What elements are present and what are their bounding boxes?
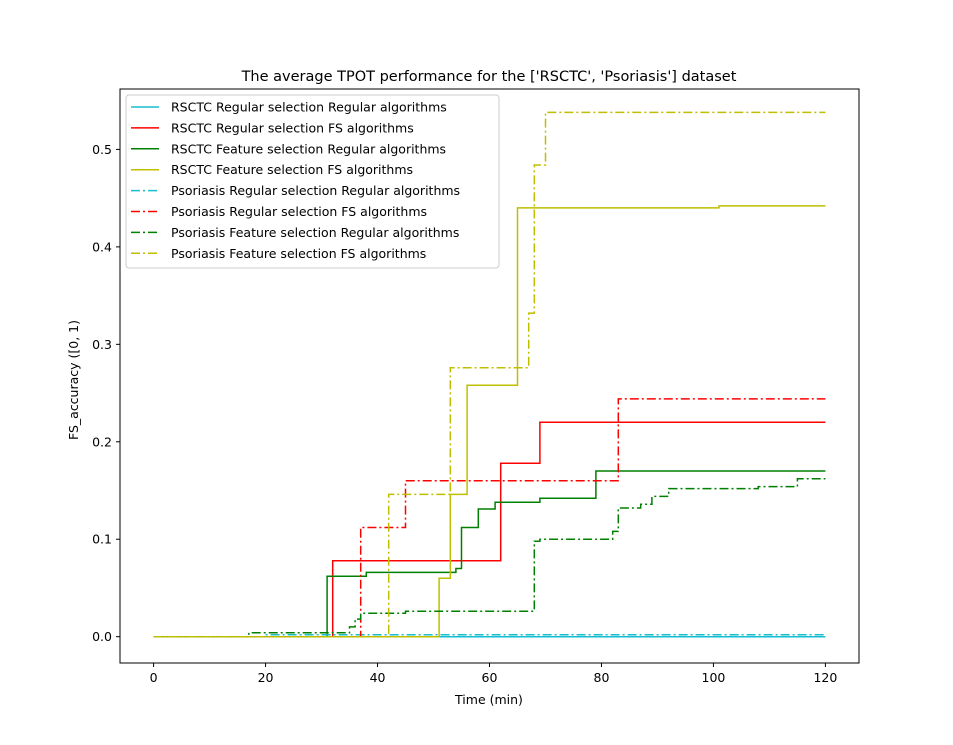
series-line-4	[153, 205, 826, 638]
series-layer	[153, 111, 826, 638]
y-tick-label: 0.2	[92, 434, 112, 449]
plot-frame	[119, 88, 860, 664]
legend-label-4: RSCTC Feature selection FS algorithms	[171, 162, 413, 177]
legend-label-8: Psoriasis Feature selection FS algorithm…	[171, 246, 426, 261]
series-line-6	[153, 398, 826, 638]
x-tick-label: 40	[370, 670, 386, 685]
ticks-layer: 0 20 40 60 80 100 120 0.0 0.1 0.2 0.3 0.4 0.5	[92, 142, 837, 685]
legend-label-1: RSCTC Regular selection Regular algorith…	[171, 100, 447, 115]
series-line-7	[153, 478, 826, 638]
chart-title: The average TPOT performance for the ['R…	[241, 69, 737, 85]
legend-label-6: Psoriasis Regular selection FS algorithm…	[171, 204, 427, 219]
x-tick-label: 60	[482, 670, 498, 685]
legend-box	[125, 94, 500, 269]
y-axis-label: FS_accuracy ([0, 1)	[66, 320, 81, 440]
legend-label-2: RSCTC Regular selection FS algorithms	[171, 120, 414, 135]
x-tick-label: 20	[258, 670, 274, 685]
x-tick-label: 100	[702, 670, 726, 685]
y-tick-label: 0.4	[92, 239, 112, 254]
x-tick-label: 0	[150, 670, 158, 685]
legend: RSCTC Regular selection Regular algorith…	[125, 94, 500, 269]
legend-label-7: Psoriasis Feature selection Regular algo…	[171, 225, 459, 240]
series-line-3	[153, 470, 826, 638]
y-tick-label: 0.1	[92, 532, 112, 547]
x-tick-label: 120	[813, 670, 837, 685]
x-tick-label: 80	[594, 670, 610, 685]
y-tick-label: 0.5	[92, 142, 112, 157]
legend-label-5: Psoriasis Regular selection Regular algo…	[171, 183, 460, 198]
y-tick-label: 0.3	[92, 337, 112, 352]
series-line-2	[153, 421, 826, 638]
series-line-8	[153, 111, 826, 638]
x-axis-label: Time (min)	[454, 692, 523, 707]
legend-label-3: RSCTC Feature selection Regular algorith…	[171, 141, 446, 156]
y-tick-label: 0.0	[92, 629, 112, 644]
